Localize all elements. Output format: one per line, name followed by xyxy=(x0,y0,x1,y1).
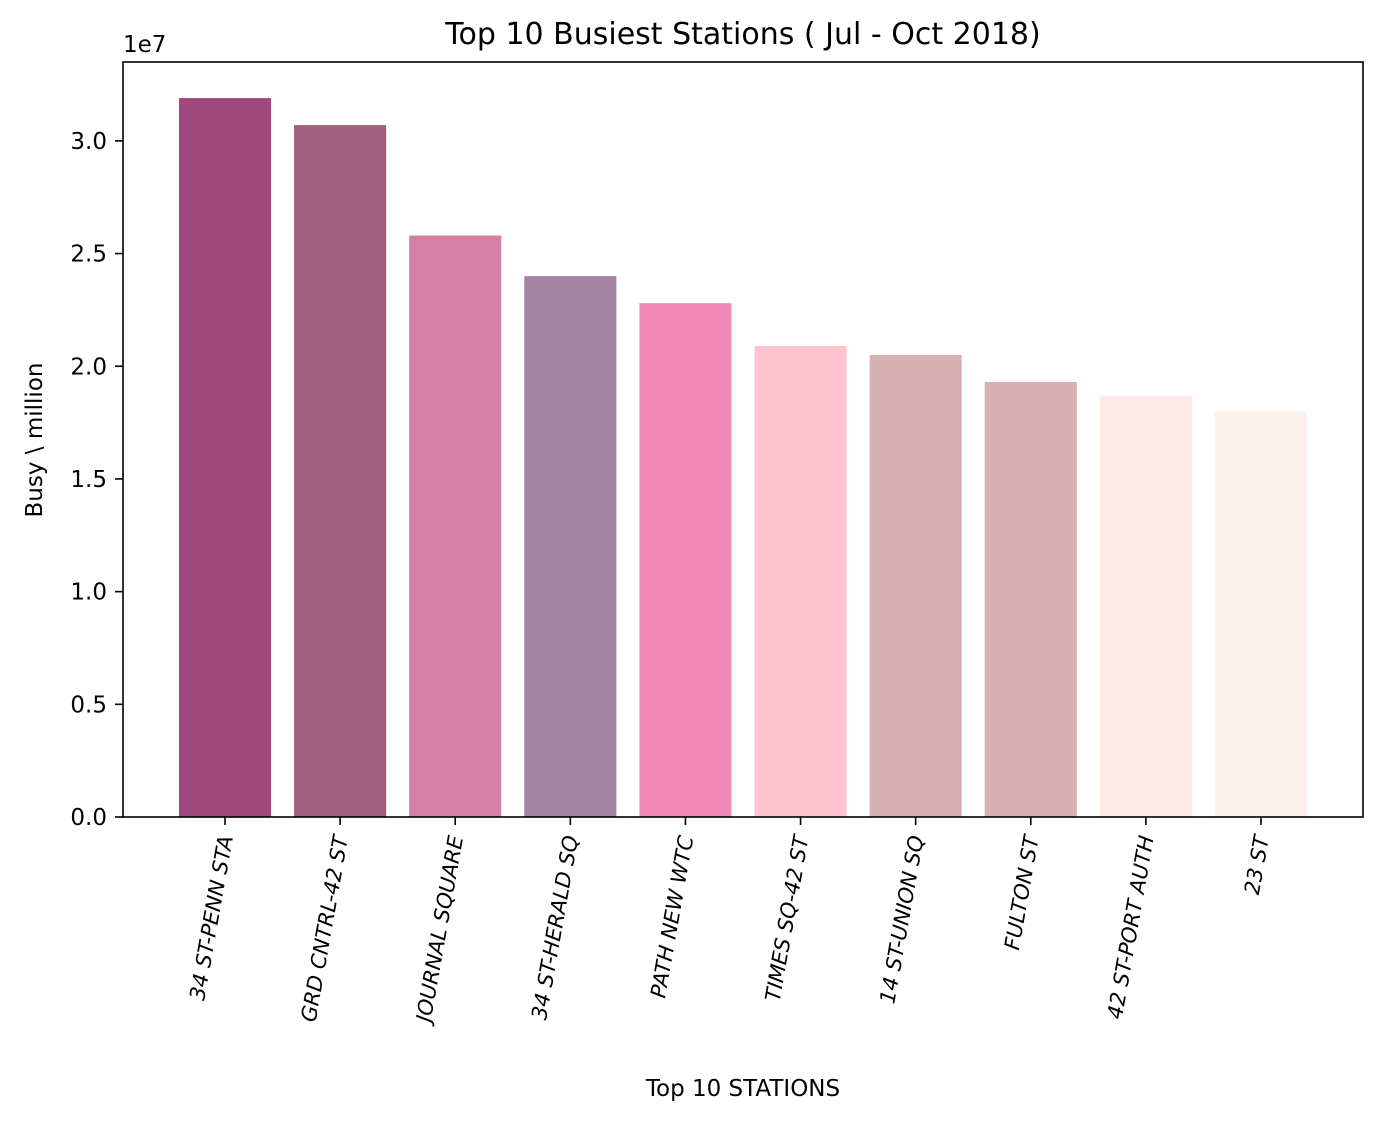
chart-title: Top 10 Busiest Stations ( Jul - Oct 2018… xyxy=(444,17,1040,52)
y-tick-label: 2.5 xyxy=(70,242,107,268)
y-tick-label: 3.0 xyxy=(70,129,107,155)
bar xyxy=(1099,395,1192,817)
y-axis-ticks: 0.0 0.5 1.0 1.5 2.0 2.5 3.0 xyxy=(70,129,123,831)
bar xyxy=(754,345,847,817)
bars-group xyxy=(178,98,1308,818)
bar xyxy=(1214,411,1308,817)
y-tick-label: 2.0 xyxy=(70,354,107,380)
bar xyxy=(178,98,272,817)
y-tick-label: 1.5 xyxy=(70,467,107,493)
bar xyxy=(639,303,732,817)
y-tick-label: 0.5 xyxy=(70,692,107,718)
plot-frame xyxy=(122,61,1364,818)
bar xyxy=(524,276,617,818)
bar xyxy=(984,382,1077,817)
y-tick-label: 1.0 xyxy=(70,580,107,606)
y-axis-offset-label: 1e7 xyxy=(123,32,166,58)
bar xyxy=(869,354,962,817)
bar xyxy=(294,125,387,818)
bar xyxy=(409,235,502,818)
x-axis-label: Top 10 STATIONS xyxy=(645,1076,840,1102)
y-tick-label: 0.0 xyxy=(70,805,107,831)
y-axis-label: Busy \ million xyxy=(22,363,48,518)
